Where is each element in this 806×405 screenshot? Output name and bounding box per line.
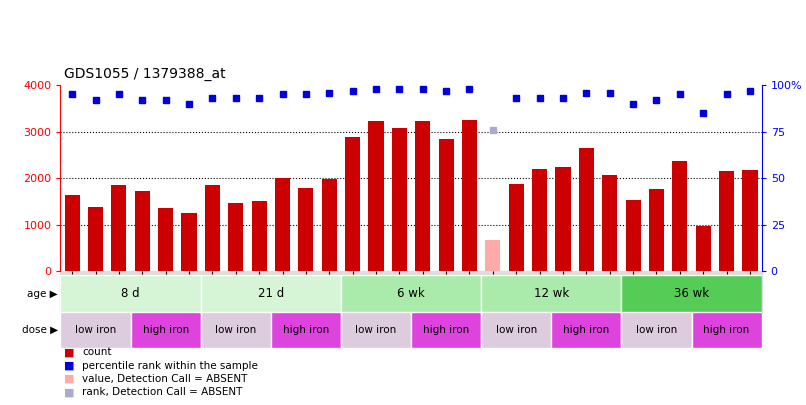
Bar [64, 194, 80, 271]
Bar [60, 312, 131, 348]
Bar [742, 170, 758, 271]
Bar [251, 200, 267, 271]
Bar [415, 121, 430, 271]
Bar [60, 275, 201, 312]
Bar [341, 275, 481, 312]
Bar [551, 312, 621, 348]
Bar [341, 312, 411, 348]
Bar [201, 312, 271, 348]
Bar [411, 312, 481, 348]
Bar [649, 190, 664, 271]
Bar [532, 169, 547, 271]
Bar [602, 175, 617, 271]
Bar [135, 191, 150, 271]
Bar [298, 188, 314, 271]
Bar [625, 200, 641, 271]
Bar [485, 240, 501, 271]
Text: ■: ■ [64, 388, 75, 397]
Text: ■: ■ [64, 361, 75, 371]
Bar [205, 185, 220, 271]
Text: rank, Detection Call = ABSENT: rank, Detection Call = ABSENT [82, 388, 243, 397]
Bar [181, 213, 197, 271]
Bar [88, 207, 103, 271]
Bar [696, 226, 711, 271]
Bar [228, 203, 243, 271]
Text: GDS1055 / 1379388_at: GDS1055 / 1379388_at [64, 67, 226, 81]
Text: count: count [82, 347, 112, 357]
Text: high iron: high iron [143, 325, 189, 335]
Bar [719, 171, 734, 271]
Text: age ▶: age ▶ [27, 289, 58, 298]
Text: 12 wk: 12 wk [534, 287, 569, 300]
Bar [481, 312, 551, 348]
Bar [579, 148, 594, 271]
Bar [60, 271, 762, 312]
Bar [692, 312, 762, 348]
Text: low iron: low iron [215, 325, 256, 335]
Bar [271, 312, 341, 348]
Bar [672, 160, 688, 271]
Bar [158, 208, 173, 271]
Bar [621, 312, 692, 348]
Bar [462, 120, 477, 271]
Bar [322, 179, 337, 271]
Bar [392, 128, 407, 271]
Bar [438, 139, 454, 271]
Text: high iron: high iron [283, 325, 329, 335]
Text: percentile rank within the sample: percentile rank within the sample [82, 361, 258, 371]
Text: value, Detection Call = ABSENT: value, Detection Call = ABSENT [82, 374, 247, 384]
Text: low iron: low iron [355, 325, 397, 335]
Bar [481, 275, 621, 312]
Bar [368, 122, 384, 271]
Bar [345, 137, 360, 271]
Text: 6 wk: 6 wk [397, 287, 425, 300]
Bar [275, 178, 290, 271]
Text: 21 d: 21 d [258, 287, 284, 300]
Text: low iron: low iron [496, 325, 537, 335]
Bar [621, 275, 762, 312]
Text: 8 d: 8 d [121, 287, 140, 300]
Text: low iron: low iron [636, 325, 677, 335]
Text: high iron: high iron [563, 325, 609, 335]
Bar [131, 312, 201, 348]
Text: 36 wk: 36 wk [674, 287, 709, 300]
Bar [201, 275, 341, 312]
Bar [555, 167, 571, 271]
Bar [111, 185, 127, 271]
Text: dose ▶: dose ▶ [22, 325, 58, 335]
Bar [509, 184, 524, 271]
Text: low iron: low iron [75, 325, 116, 335]
Text: high iron: high iron [423, 325, 469, 335]
Text: high iron: high iron [704, 325, 750, 335]
Text: ■: ■ [64, 347, 75, 357]
Text: ■: ■ [64, 374, 75, 384]
